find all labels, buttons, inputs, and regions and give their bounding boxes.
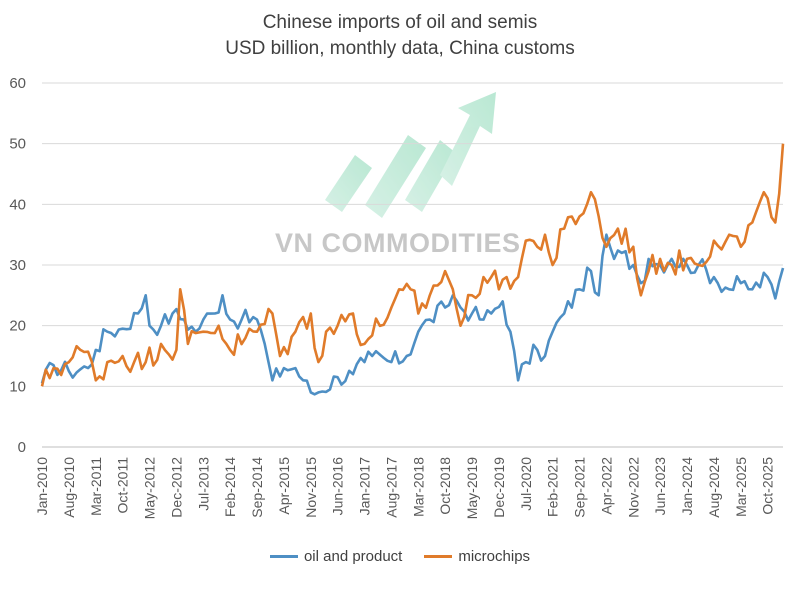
chart-subtitle: USD billion, monthly data, China customs xyxy=(225,38,575,59)
watermark-text: VN COMMODITIES xyxy=(275,228,521,258)
x-tick-label: Oct-2025 xyxy=(760,457,776,515)
y-tick-label: 50 xyxy=(9,136,26,153)
x-tick-label: Feb-2021 xyxy=(545,457,561,517)
y-tick-label: 20 xyxy=(9,318,26,335)
x-tick-label: Dec-2012 xyxy=(168,457,184,518)
x-tick-label: Jan-2024 xyxy=(679,457,695,516)
legend: oil and product microchips xyxy=(0,548,800,565)
x-tick-label: Feb-2014 xyxy=(222,457,238,517)
x-tick-label: Aug-2010 xyxy=(61,457,77,518)
legend-swatch-oil xyxy=(269,555,298,558)
x-tick-label: Oct-2018 xyxy=(437,457,453,515)
x-tick-label: Oct-2011 xyxy=(115,457,131,514)
x-tick-label: Sep-2021 xyxy=(572,457,588,518)
watermark-logo xyxy=(325,92,496,218)
x-tick-label: Jun-2016 xyxy=(330,457,346,516)
x-tick-label: Apr-2022 xyxy=(598,457,614,515)
series-line-microchips xyxy=(40,143,785,387)
x-tick-label: Jun-2023 xyxy=(652,457,668,516)
legend-label-microchips: microchips xyxy=(458,548,531,565)
x-tick-label: Nov-2015 xyxy=(303,457,319,518)
x-tick-label: May-2012 xyxy=(142,457,158,519)
x-tick-label: Apr-2015 xyxy=(276,457,292,515)
chart-title: Chinese imports of oil and semis xyxy=(262,12,538,33)
x-tick-label: Mar-2018 xyxy=(410,457,426,517)
x-tick-label: Mar-2011 xyxy=(88,457,104,516)
x-tick-label: Sep-2014 xyxy=(249,457,265,518)
y-tick-label: 40 xyxy=(9,196,26,213)
x-tick-label: Dec-2019 xyxy=(491,457,507,518)
x-tick-label: Nov-2022 xyxy=(625,457,641,518)
x-tick-label: Jul-2013 xyxy=(195,457,211,511)
legend-item-oil: oil and product xyxy=(269,548,403,565)
y-tick-label: 10 xyxy=(9,378,26,395)
y-tick-label: 60 xyxy=(9,75,26,92)
legend-item-microchips: microchips xyxy=(424,548,530,565)
x-tick-label: Jul-2020 xyxy=(518,457,534,511)
x-tick-label: Aug-2024 xyxy=(706,457,722,518)
legend-swatch-microchips xyxy=(424,555,453,558)
x-tick-label: May-2019 xyxy=(464,457,480,519)
y-tick-label: 0 xyxy=(18,439,26,456)
x-tick-label: Mar-2025 xyxy=(733,457,749,517)
y-tick-label: 30 xyxy=(9,257,26,274)
x-tick-label: Jan-2017 xyxy=(357,457,373,516)
x-tick-label: Jan-2010 xyxy=(34,457,50,516)
x-tick-label: Aug-2017 xyxy=(383,457,399,518)
legend-label-oil: oil and product xyxy=(303,548,403,565)
